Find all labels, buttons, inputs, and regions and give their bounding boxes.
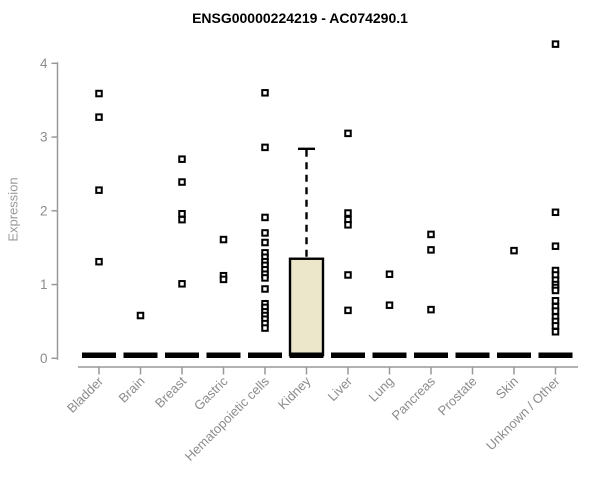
outlier-point xyxy=(261,324,269,332)
median-bar xyxy=(414,352,448,358)
category-label: Unknown / Other xyxy=(483,373,563,453)
outlier-point xyxy=(344,271,352,279)
outlier-point xyxy=(344,306,352,315)
outlier-point xyxy=(344,129,352,138)
outlier-point xyxy=(344,221,352,229)
median-bar xyxy=(289,352,324,358)
median-bar xyxy=(497,352,531,358)
outlier-point xyxy=(219,275,228,284)
y-tick-label: 0 xyxy=(40,351,48,366)
outlier-point xyxy=(551,242,560,250)
outlier-point xyxy=(551,286,560,295)
outlier-point xyxy=(427,246,435,254)
outlier-point xyxy=(510,246,518,255)
y-tick-label: 1 xyxy=(40,277,48,292)
outlier-point xyxy=(136,311,145,320)
outlier-point xyxy=(551,328,560,336)
median-bar xyxy=(82,352,116,358)
category-label: Liver xyxy=(325,373,356,404)
outlier-point xyxy=(95,186,103,194)
outlier-point xyxy=(551,208,560,217)
category-label: Gastric xyxy=(191,373,231,413)
y-tick-label: 3 xyxy=(40,130,48,145)
outlier-point xyxy=(261,285,269,293)
median-bar xyxy=(331,352,365,358)
chart-title: ENSG00000224219 - AC074290.1 xyxy=(192,10,408,26)
category-label: Prostate xyxy=(435,374,480,419)
outlier-point xyxy=(178,210,186,218)
median-bar xyxy=(165,352,199,358)
outlier-point xyxy=(551,307,560,315)
median-bar xyxy=(538,352,573,358)
median-bar xyxy=(372,352,407,358)
outlier-point xyxy=(219,235,228,244)
outlier-point xyxy=(178,215,186,224)
outlier-point xyxy=(385,301,394,309)
outlier-point xyxy=(261,274,269,282)
outlier-point xyxy=(551,297,560,305)
category-label: Pancreas xyxy=(389,373,439,423)
category-label: Lung xyxy=(366,374,397,405)
outlier-point xyxy=(261,238,269,247)
median-bar xyxy=(123,352,158,358)
median-bar xyxy=(455,352,490,358)
outlier-point xyxy=(261,89,269,97)
outlier-point xyxy=(178,155,186,163)
box xyxy=(288,257,325,357)
outlier-point xyxy=(385,270,394,278)
outlier-point xyxy=(261,143,269,152)
median-bar xyxy=(248,352,282,358)
outlier-point xyxy=(95,89,103,98)
outlier-point xyxy=(344,209,352,217)
outlier-point xyxy=(427,305,435,314)
y-tick-label: 4 xyxy=(40,56,48,71)
median-bar xyxy=(206,352,241,358)
outlier-point xyxy=(178,280,186,288)
category-label: Skin xyxy=(493,374,521,402)
category-label: Brain xyxy=(116,374,148,406)
outlier-point xyxy=(551,40,560,48)
outlier-point xyxy=(261,213,269,222)
outlier-point xyxy=(261,229,269,237)
category-label: Bladder xyxy=(64,373,107,416)
category-label: Breast xyxy=(152,373,189,410)
y-tick-label: 2 xyxy=(40,203,48,218)
category-label: Kidney xyxy=(275,373,314,412)
outlier-point xyxy=(178,178,186,186)
outlier-point xyxy=(427,230,435,239)
outlier-point xyxy=(95,257,103,266)
outlier-point xyxy=(95,113,103,121)
outlier-point xyxy=(551,322,560,330)
